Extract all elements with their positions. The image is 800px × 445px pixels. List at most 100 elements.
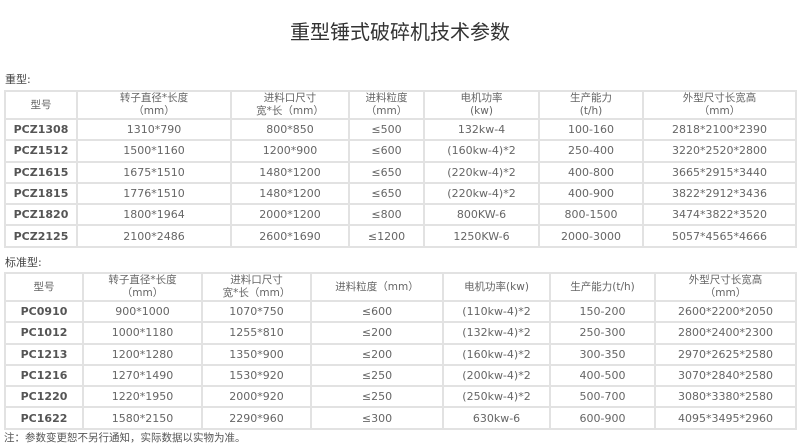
table-row: PC1220 1220*1950 2000*920 ≤250 (250kw-4)*2 50… bbox=[4, 385, 797, 409]
column-header: 型号 bbox=[4, 90, 78, 120]
table-cell: (220kw-4)*2 bbox=[423, 181, 540, 206]
table-cell: 2100*2486 bbox=[76, 224, 232, 248]
table-cell: ≤200 bbox=[310, 342, 444, 366]
column-header-line: 宽*长（mm） bbox=[222, 287, 291, 299]
table-cell: 300-350 bbox=[549, 342, 656, 366]
model-cell: PC0910 bbox=[4, 299, 84, 324]
table-cell: 2290*960 bbox=[201, 406, 312, 430]
table-cell: 3220*2520*2800 bbox=[642, 139, 797, 163]
table-cell: (200kw-4)*2 bbox=[442, 363, 551, 388]
column-header-line: （mm） bbox=[365, 105, 408, 117]
table-row: PC1622 1580*2150 2290*960 ≤300 630kw-6 600-90… bbox=[4, 406, 797, 430]
table-cell: 800*850 bbox=[230, 117, 350, 142]
column-header-line: 进料粒度（mm） bbox=[335, 280, 419, 293]
column-header-line: 外型尺寸长宽高 bbox=[688, 274, 763, 286]
table-cell: 1480*1200 bbox=[230, 160, 350, 184]
table-cell: 2970*2625*2580 bbox=[654, 342, 797, 366]
column-header: 电机功率(kw) bbox=[423, 90, 540, 120]
table-row: PC1216 1270*1490 1530*920 ≤250 (200kw-4)*2 40… bbox=[4, 363, 797, 388]
table-cell: ≤600 bbox=[348, 139, 425, 163]
column-header-line: 生产能力 bbox=[570, 92, 612, 104]
table-cell: (110kw-4)*2 bbox=[442, 299, 551, 324]
table-cell: (160kw-4)*2 bbox=[423, 139, 540, 163]
table-cell: 1200*900 bbox=[230, 139, 350, 163]
table-row: PCZ1815 1776*1510 1480*1200 ≤650 (220kw-4)*2… bbox=[4, 181, 797, 206]
table-cell: 1000*1180 bbox=[82, 321, 203, 345]
heavy-section-label: 重型: bbox=[5, 73, 31, 86]
table-cell: 3474*3822*3520 bbox=[642, 203, 797, 227]
heavy-spec-table: 型号 转子直径*长度 （mm） 进料口尺寸 宽*长（mm） 进料粒度 （mm） 电机功率 (kw… bbox=[4, 90, 797, 248]
table-cell: 2600*2200*2050 bbox=[654, 299, 797, 324]
table-cell: ≤300 bbox=[310, 406, 444, 430]
table-cell: 132kw-4 bbox=[423, 117, 540, 142]
column-header-line: 宽*长（mm） bbox=[256, 105, 324, 117]
table-cell: ≤200 bbox=[310, 321, 444, 345]
table-cell: 400-500 bbox=[549, 363, 656, 388]
model-cell: PCZ1512 bbox=[4, 139, 78, 163]
table-cell: 800KW-6 bbox=[423, 203, 540, 227]
column-header-line: 型号 bbox=[33, 280, 55, 293]
column-header-line: 转子直径*长度 bbox=[108, 274, 177, 286]
column-header-line: （mm） bbox=[698, 105, 741, 117]
table-cell: 5057*4565*4666 bbox=[642, 224, 797, 248]
table-cell: 600-900 bbox=[549, 406, 656, 430]
table-cell: ≤650 bbox=[348, 181, 425, 206]
column-header-line: 型号 bbox=[30, 98, 52, 111]
table-cell: 1255*810 bbox=[201, 321, 312, 345]
table-cell: 400-900 bbox=[538, 181, 644, 206]
standard-section-label: 标准型: bbox=[5, 256, 42, 269]
table-cell: 3070*2840*2580 bbox=[654, 363, 797, 388]
table-cell: ≤250 bbox=[310, 385, 444, 409]
table-cell: 900*1000 bbox=[82, 299, 203, 324]
table-row: PCZ1512 1500*1160 1200*900 ≤600 (160kw-4)*2 2… bbox=[4, 139, 797, 163]
column-header-line: 电机功率 bbox=[460, 92, 503, 104]
table-cell: ≤600 bbox=[310, 299, 444, 324]
model-cell: PCZ2125 bbox=[4, 224, 78, 248]
table-cell: 1580*2150 bbox=[82, 406, 203, 430]
table-cell: 3822*2912*3436 bbox=[642, 181, 797, 206]
table-cell: 2600*1690 bbox=[230, 224, 350, 248]
column-header-line: 外型尺寸长宽高 bbox=[682, 92, 757, 104]
table-cell: 1350*900 bbox=[201, 342, 312, 366]
table-cell: 2000*1200 bbox=[230, 203, 350, 227]
column-header: 转子直径*长度 （mm） bbox=[76, 90, 232, 120]
page-title: 重型锤式破碎机技术参数 bbox=[290, 20, 510, 44]
column-header: 进料粒度（mm） bbox=[310, 272, 444, 302]
table-cell: 1675*1510 bbox=[76, 160, 232, 184]
table-cell: 2000*920 bbox=[201, 385, 312, 409]
table-header-row: 型号转子直径*长度（mm）进料口尺寸宽*长（mm）进料粒度（mm）电机功率(kw… bbox=[4, 272, 797, 302]
column-header: 进料口尺寸 宽*长（mm） bbox=[201, 272, 312, 302]
column-header-line: 进料粒度 bbox=[365, 92, 408, 104]
table-row: PC0910 900*1000 1070*750 ≤600 (110kw-4)*2 150… bbox=[4, 299, 797, 324]
table-cell: 3665*2915*3440 bbox=[642, 160, 797, 184]
table-cell: ≤500 bbox=[348, 117, 425, 142]
table-cell: 630kw-6 bbox=[442, 406, 551, 430]
column-header-line: 进料口尺寸 bbox=[263, 92, 317, 104]
column-header: 外型尺寸长宽高 （mm） bbox=[654, 272, 797, 302]
table-cell: 1310*790 bbox=[76, 117, 232, 142]
table-cell: 1480*1200 bbox=[230, 181, 350, 206]
table-cell: 1800*1964 bbox=[76, 203, 232, 227]
column-header: 进料粒度（mm） bbox=[348, 90, 425, 120]
table-cell: 1776*1510 bbox=[76, 181, 232, 206]
model-cell: PCZ1308 bbox=[4, 117, 78, 142]
table-cell: 250-300 bbox=[549, 321, 656, 345]
table-cell: (250kw-4)*2 bbox=[442, 385, 551, 409]
table-cell: ≤800 bbox=[348, 203, 425, 227]
table-cell: 1500*1160 bbox=[76, 139, 232, 163]
model-cell: PC1216 bbox=[4, 363, 84, 388]
table-cell: 400-800 bbox=[538, 160, 644, 184]
column-header-line: 转子直径*长度 bbox=[119, 92, 189, 104]
model-cell: PC1622 bbox=[4, 406, 84, 430]
table-cell: 250-400 bbox=[538, 139, 644, 163]
table-cell: 1070*750 bbox=[201, 299, 312, 324]
table-cell: 800-1500 bbox=[538, 203, 644, 227]
column-header: 生产能力(t/h) bbox=[538, 90, 644, 120]
table-cell: 2818*2100*2390 bbox=[642, 117, 797, 142]
table-cell: 100-160 bbox=[538, 117, 644, 142]
model-cell: PCZ1820 bbox=[4, 203, 78, 227]
standard-spec-table: 型号 转子直径*长度 （mm） 进料口尺寸 宽*长（mm） 进料粒度（mm） 电机功率(kw… bbox=[4, 272, 797, 430]
model-cell: PCZ1815 bbox=[4, 181, 78, 206]
table-cell: (160kw-4)*2 bbox=[442, 342, 551, 366]
table-cell: 1250KW-6 bbox=[423, 224, 540, 248]
